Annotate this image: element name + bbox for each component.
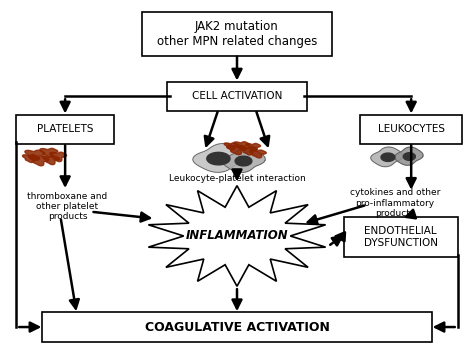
Polygon shape xyxy=(224,143,239,150)
Text: LEUKOCYTES: LEUKOCYTES xyxy=(378,124,445,134)
Text: Leukocyte-platelet interaction: Leukocyte-platelet interaction xyxy=(169,173,305,183)
Text: CELL ACTIVATION: CELL ACTIVATION xyxy=(192,91,282,101)
Polygon shape xyxy=(30,156,49,166)
Text: COAGULATIVE ACTIVATION: COAGULATIVE ACTIVATION xyxy=(145,320,329,333)
Polygon shape xyxy=(246,143,261,150)
Text: ENDOTHELIAL
DYSFUNCTION: ENDOTHELIAL DYSFUNCTION xyxy=(364,226,438,248)
Polygon shape xyxy=(235,156,252,166)
Polygon shape xyxy=(223,148,265,172)
Polygon shape xyxy=(43,156,60,165)
Polygon shape xyxy=(381,153,395,161)
Polygon shape xyxy=(234,142,249,150)
FancyBboxPatch shape xyxy=(142,12,332,56)
Polygon shape xyxy=(371,147,403,167)
Text: INFLAMMATION: INFLAMMATION xyxy=(186,229,288,242)
Polygon shape xyxy=(148,186,326,286)
Polygon shape xyxy=(25,150,45,160)
Polygon shape xyxy=(395,147,423,165)
Polygon shape xyxy=(240,146,257,155)
FancyBboxPatch shape xyxy=(360,115,462,144)
Polygon shape xyxy=(22,155,38,162)
Polygon shape xyxy=(249,150,266,158)
FancyBboxPatch shape xyxy=(344,217,457,257)
FancyBboxPatch shape xyxy=(42,312,432,342)
Polygon shape xyxy=(193,143,249,172)
Text: JAK2 mutation
other MPN related changes: JAK2 mutation other MPN related changes xyxy=(157,20,317,48)
Polygon shape xyxy=(40,148,58,157)
Polygon shape xyxy=(403,153,415,160)
FancyBboxPatch shape xyxy=(16,115,114,144)
FancyBboxPatch shape xyxy=(167,82,307,111)
Text: thromboxane and
other platelet
products: thromboxane and other platelet products xyxy=(27,192,108,221)
Polygon shape xyxy=(50,152,66,162)
Text: PLATELETS: PLATELETS xyxy=(37,124,93,134)
Polygon shape xyxy=(227,145,247,155)
Text: cytokines and other
pro-inflammatory
products: cytokines and other pro-inflammatory pro… xyxy=(350,188,440,218)
Polygon shape xyxy=(207,152,230,165)
